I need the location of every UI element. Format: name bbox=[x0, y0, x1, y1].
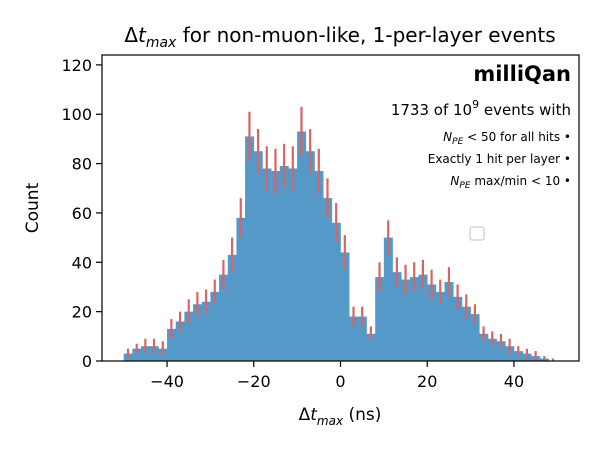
histogram-bar bbox=[383, 237, 393, 361]
y-tick-label: 60 bbox=[72, 204, 92, 223]
histogram-bar bbox=[470, 314, 480, 361]
x-tick-label: 40 bbox=[504, 372, 524, 391]
histogram-bar bbox=[279, 166, 289, 361]
histogram-bar bbox=[427, 284, 437, 361]
histogram-bar bbox=[262, 168, 272, 361]
histogram-bar bbox=[305, 151, 315, 361]
y-axis-label: Count bbox=[23, 182, 43, 233]
histogram-bar bbox=[132, 348, 142, 361]
histogram-bar bbox=[323, 198, 333, 361]
histogram-bar bbox=[271, 170, 281, 361]
histogram-bar bbox=[461, 306, 471, 361]
events-annotation: 1733 of 109 events with bbox=[391, 98, 571, 119]
y-tick-label: 100 bbox=[61, 105, 92, 124]
y-tick-label: 20 bbox=[72, 303, 92, 322]
histogram-bar bbox=[314, 170, 324, 361]
histogram-bar bbox=[331, 222, 341, 361]
histogram-bar bbox=[297, 131, 307, 361]
x-tick-label: 0 bbox=[335, 372, 345, 391]
histogram-bar bbox=[366, 333, 376, 361]
legend-handle bbox=[469, 226, 485, 241]
histogram-bar bbox=[479, 333, 489, 361]
histogram-bar bbox=[340, 252, 350, 361]
cut-npe-annotation: NPE < 50 for all hits • bbox=[443, 130, 571, 147]
histogram-bar bbox=[210, 291, 220, 361]
histogram-bar bbox=[167, 328, 177, 361]
histogram-bar bbox=[201, 301, 211, 361]
histogram-bar bbox=[453, 296, 463, 361]
x-tick-label: −40 bbox=[150, 372, 184, 391]
histogram-bar bbox=[288, 168, 298, 361]
x-axis-ticks: −40 −20 0 20 40 bbox=[150, 361, 524, 391]
histogram-bar bbox=[401, 279, 411, 361]
y-tick-label: 80 bbox=[72, 155, 92, 174]
histogram-bar bbox=[253, 151, 263, 361]
y-tick-label: 120 bbox=[61, 56, 92, 75]
histogram-bar bbox=[175, 321, 185, 361]
x-axis-label: Δtmax (ns) bbox=[299, 405, 382, 428]
cut-ratio-annotation: NPE max/min < 10 • bbox=[450, 174, 571, 191]
x-tick-label: 20 bbox=[417, 372, 437, 391]
x-tick-label: −20 bbox=[237, 372, 271, 391]
histogram-bar bbox=[219, 274, 229, 361]
histogram-bar bbox=[193, 304, 203, 361]
error-bars bbox=[126, 106, 555, 361]
histogram-bar bbox=[496, 341, 506, 361]
histogram-bar bbox=[357, 316, 367, 361]
histogram-bar bbox=[236, 217, 246, 361]
brand-label: milliQan bbox=[473, 62, 571, 86]
y-tick-label: 40 bbox=[72, 253, 92, 272]
cut-layer-annotation: Exactly 1 hit per layer • bbox=[428, 152, 571, 166]
histogram-bars bbox=[123, 131, 549, 361]
histogram-bar bbox=[392, 272, 402, 361]
histogram-bar bbox=[487, 338, 497, 361]
histogram-bar bbox=[435, 291, 445, 361]
y-tick-label: 0 bbox=[82, 352, 92, 371]
histogram-bar bbox=[444, 282, 454, 361]
y-axis-ticks: 0 20 40 60 80 100 120 bbox=[61, 56, 102, 371]
histogram-bar bbox=[409, 277, 419, 361]
histogram-bar bbox=[227, 254, 237, 361]
histogram-bar bbox=[184, 311, 194, 361]
histogram-bar bbox=[418, 274, 428, 361]
histogram-bar bbox=[349, 316, 359, 361]
chart-title: Δtmax for non-muon-like, 1-per-layer eve… bbox=[124, 23, 555, 51]
histogram-bar bbox=[245, 136, 255, 361]
histogram-bar bbox=[375, 277, 385, 361]
